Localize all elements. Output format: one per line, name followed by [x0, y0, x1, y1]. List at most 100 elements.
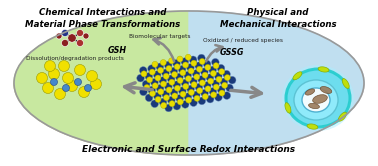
Circle shape — [174, 64, 180, 70]
Circle shape — [144, 84, 150, 90]
Circle shape — [187, 85, 194, 93]
Circle shape — [183, 62, 189, 68]
Circle shape — [203, 82, 211, 89]
Circle shape — [192, 91, 200, 99]
Circle shape — [155, 75, 161, 81]
Circle shape — [161, 102, 167, 108]
Ellipse shape — [302, 88, 330, 112]
Text: Chemical Interactions and
Material Phase Transformations: Chemical Interactions and Material Phase… — [25, 8, 181, 29]
Circle shape — [87, 71, 98, 82]
Circle shape — [198, 76, 205, 83]
Circle shape — [213, 63, 219, 69]
Circle shape — [59, 60, 70, 72]
Circle shape — [156, 84, 164, 92]
Text: Physical and
Mechanical Interactions: Physical and Mechanical Interactions — [220, 8, 336, 29]
Circle shape — [160, 60, 166, 66]
Circle shape — [167, 75, 175, 83]
Circle shape — [170, 89, 178, 96]
Circle shape — [172, 72, 178, 78]
Circle shape — [181, 101, 189, 108]
Circle shape — [166, 87, 172, 93]
Circle shape — [145, 73, 153, 80]
Ellipse shape — [305, 89, 314, 95]
Circle shape — [68, 34, 76, 42]
Circle shape — [169, 79, 175, 85]
Circle shape — [180, 91, 186, 97]
Circle shape — [90, 79, 102, 89]
Circle shape — [185, 54, 191, 60]
Circle shape — [143, 80, 150, 88]
Circle shape — [217, 86, 225, 93]
Circle shape — [184, 93, 192, 100]
Circle shape — [76, 40, 84, 46]
Circle shape — [197, 88, 203, 94]
Circle shape — [212, 80, 219, 87]
Circle shape — [159, 77, 167, 84]
Circle shape — [190, 99, 197, 106]
Text: Dissolution/degradation products: Dissolution/degradation products — [26, 56, 124, 61]
Ellipse shape — [342, 79, 349, 88]
Polygon shape — [14, 83, 364, 155]
Circle shape — [178, 66, 186, 73]
Ellipse shape — [293, 72, 302, 80]
Circle shape — [177, 78, 183, 83]
Circle shape — [67, 81, 77, 91]
Ellipse shape — [318, 67, 329, 72]
Circle shape — [162, 69, 169, 77]
Circle shape — [141, 71, 147, 77]
Circle shape — [212, 58, 219, 66]
Circle shape — [177, 56, 183, 62]
Circle shape — [151, 100, 158, 108]
Circle shape — [184, 72, 192, 79]
Ellipse shape — [294, 80, 338, 120]
Circle shape — [226, 84, 233, 92]
Circle shape — [174, 85, 180, 91]
Circle shape — [209, 88, 217, 95]
Circle shape — [198, 54, 205, 62]
Circle shape — [176, 95, 183, 102]
Circle shape — [211, 92, 217, 98]
Circle shape — [163, 73, 169, 79]
Circle shape — [194, 95, 200, 101]
Circle shape — [148, 86, 155, 94]
Circle shape — [173, 102, 181, 110]
Circle shape — [209, 66, 217, 74]
Circle shape — [54, 88, 65, 99]
Text: GSSG: GSSG — [220, 48, 245, 57]
Circle shape — [188, 89, 194, 95]
Circle shape — [181, 58, 189, 65]
Circle shape — [149, 90, 155, 96]
Circle shape — [161, 81, 166, 87]
Circle shape — [148, 65, 155, 72]
Circle shape — [203, 60, 211, 68]
Circle shape — [74, 65, 85, 76]
Circle shape — [216, 76, 222, 82]
Circle shape — [51, 79, 57, 85]
Circle shape — [62, 84, 70, 91]
Circle shape — [56, 33, 62, 39]
Circle shape — [79, 86, 90, 97]
Circle shape — [181, 79, 189, 87]
Circle shape — [37, 73, 48, 83]
Circle shape — [201, 89, 208, 97]
Circle shape — [206, 74, 214, 82]
Circle shape — [177, 99, 183, 105]
Circle shape — [139, 88, 147, 96]
Circle shape — [219, 90, 225, 96]
Circle shape — [186, 97, 192, 103]
Circle shape — [183, 83, 189, 89]
Circle shape — [188, 68, 194, 74]
Ellipse shape — [338, 112, 347, 121]
Circle shape — [155, 96, 161, 102]
Circle shape — [187, 64, 194, 71]
Circle shape — [164, 83, 172, 90]
Circle shape — [45, 60, 56, 72]
Circle shape — [85, 84, 91, 91]
Circle shape — [169, 58, 175, 64]
Circle shape — [156, 63, 164, 71]
Polygon shape — [189, 11, 364, 155]
Circle shape — [178, 87, 186, 94]
Circle shape — [213, 84, 219, 90]
Circle shape — [152, 61, 158, 67]
Ellipse shape — [285, 103, 291, 113]
